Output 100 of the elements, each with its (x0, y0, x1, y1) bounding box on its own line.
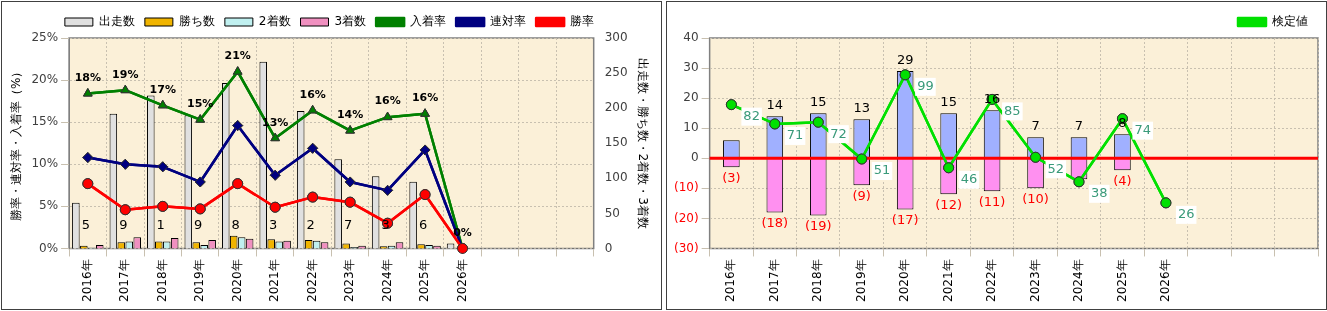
point (157, 161, 169, 173)
x-tick-label: 2019年 (853, 259, 868, 303)
point (420, 108, 430, 117)
y-tick-label: 20% (31, 72, 59, 87)
data-label: 82 (743, 108, 760, 124)
point (82, 88, 93, 97)
x-tick-label: 2019年 (192, 259, 207, 303)
data-label: (17) (891, 212, 919, 228)
point (856, 153, 868, 165)
data-label: 29 (896, 51, 914, 67)
y2-axis-title: 出走数・勝ち数・2着数・3着数 (635, 57, 650, 229)
point (270, 132, 280, 142)
x-tick-label: 2025年 (1114, 259, 1129, 303)
y-tick-label: (20) (673, 210, 699, 225)
annotation: 9 (119, 217, 128, 233)
point (725, 99, 737, 111)
data-label: (3) (722, 170, 741, 186)
y-tick-label: 25% (31, 30, 59, 45)
y2-tick-label: 250 (604, 65, 628, 80)
x-tick-label: 2017年 (117, 259, 132, 303)
annotation: 3 (269, 217, 278, 233)
data-label: 14% (336, 107, 364, 121)
data-label: 18% (74, 70, 101, 84)
point (157, 200, 169, 212)
x-tick-label: 2026年 (454, 259, 469, 303)
legend-label: 入着率 (410, 14, 447, 29)
point (1030, 151, 1042, 163)
point (382, 111, 393, 121)
data-label: 72 (830, 125, 847, 141)
data-label: (11) (978, 194, 1006, 210)
data-label: 19% (112, 67, 139, 81)
point (769, 118, 781, 130)
point (899, 69, 911, 81)
annotation: 8 (231, 217, 240, 233)
point (307, 142, 319, 154)
data-label: 15 (810, 94, 827, 110)
data-label: 13 (853, 100, 870, 116)
point (943, 162, 955, 174)
point (194, 203, 206, 215)
x-tick-label: 2016年 (79, 259, 94, 303)
y-tick-label: 30 (683, 60, 699, 75)
annotation: 7 (343, 217, 353, 233)
data-label: 74 (1134, 122, 1151, 138)
point (1160, 197, 1172, 209)
point (419, 189, 431, 201)
data-label: 7 (1074, 118, 1084, 134)
legend-label: 出走数 (98, 14, 135, 29)
annotation: 1 (156, 217, 165, 233)
annotation: 5 (81, 217, 90, 233)
x-tick-label: 2020年 (229, 259, 244, 303)
y-tick-label: 15% (31, 114, 59, 129)
point (269, 201, 281, 213)
data-label: 21% (224, 49, 251, 63)
data-label: 99 (917, 78, 934, 94)
data-label: 51 (873, 162, 891, 178)
y-tick-label: (10) (673, 180, 699, 195)
y-tick-label: 20 (683, 90, 699, 105)
x-tick-label: 2020年 (897, 259, 912, 303)
data-label: (10) (1022, 191, 1049, 207)
y2-tick-label: 200 (604, 100, 628, 115)
point (157, 99, 168, 109)
legend-label: 勝率 (570, 14, 595, 29)
data-label: (18) (761, 215, 789, 231)
annotation: 6 (418, 217, 428, 233)
x-tick-label: 2023年 (342, 259, 357, 303)
data-label: (9) (852, 188, 871, 204)
x-tick-label: 2021年 (267, 259, 282, 303)
y2-tick-label: 300 (604, 30, 628, 45)
x-tick-label: 2026年 (1158, 259, 1173, 303)
point (307, 191, 319, 203)
point (344, 196, 356, 208)
point (419, 144, 431, 156)
point (232, 120, 244, 132)
y-tick-label: 40 (683, 30, 699, 45)
data-label: 16% (411, 91, 439, 105)
point (382, 184, 394, 196)
x-tick-label: 2021年 (940, 259, 955, 303)
legend-label: 検定値 (1272, 14, 1308, 29)
data-label: 71 (786, 127, 804, 143)
point (307, 104, 318, 114)
point (119, 204, 131, 216)
data-label: 26 (1177, 206, 1195, 222)
point (194, 176, 206, 188)
x-tick-label: 2018年 (154, 259, 169, 303)
x-tick-label: 2025年 (417, 259, 432, 303)
y-tick-label: 0 (690, 150, 699, 165)
y-tick-label: (30) (673, 240, 699, 255)
data-label: 16% (299, 87, 326, 101)
y2-tick-label: 50 (604, 205, 620, 220)
y2-tick-label: 100 (604, 170, 628, 185)
legend-label: 勝ち数 (178, 14, 215, 29)
y2-tick-label: 0 (604, 240, 613, 255)
data-label: 46 (960, 171, 978, 187)
point (119, 158, 131, 170)
x-tick-label: 2024年 (379, 259, 394, 303)
y2-tick-label: 150 (604, 135, 628, 150)
data-label: (4) (1113, 173, 1132, 189)
data-label: 15 (940, 94, 957, 110)
x-tick-label: 2022年 (984, 259, 999, 303)
y-tick-label: 10 (683, 120, 699, 135)
